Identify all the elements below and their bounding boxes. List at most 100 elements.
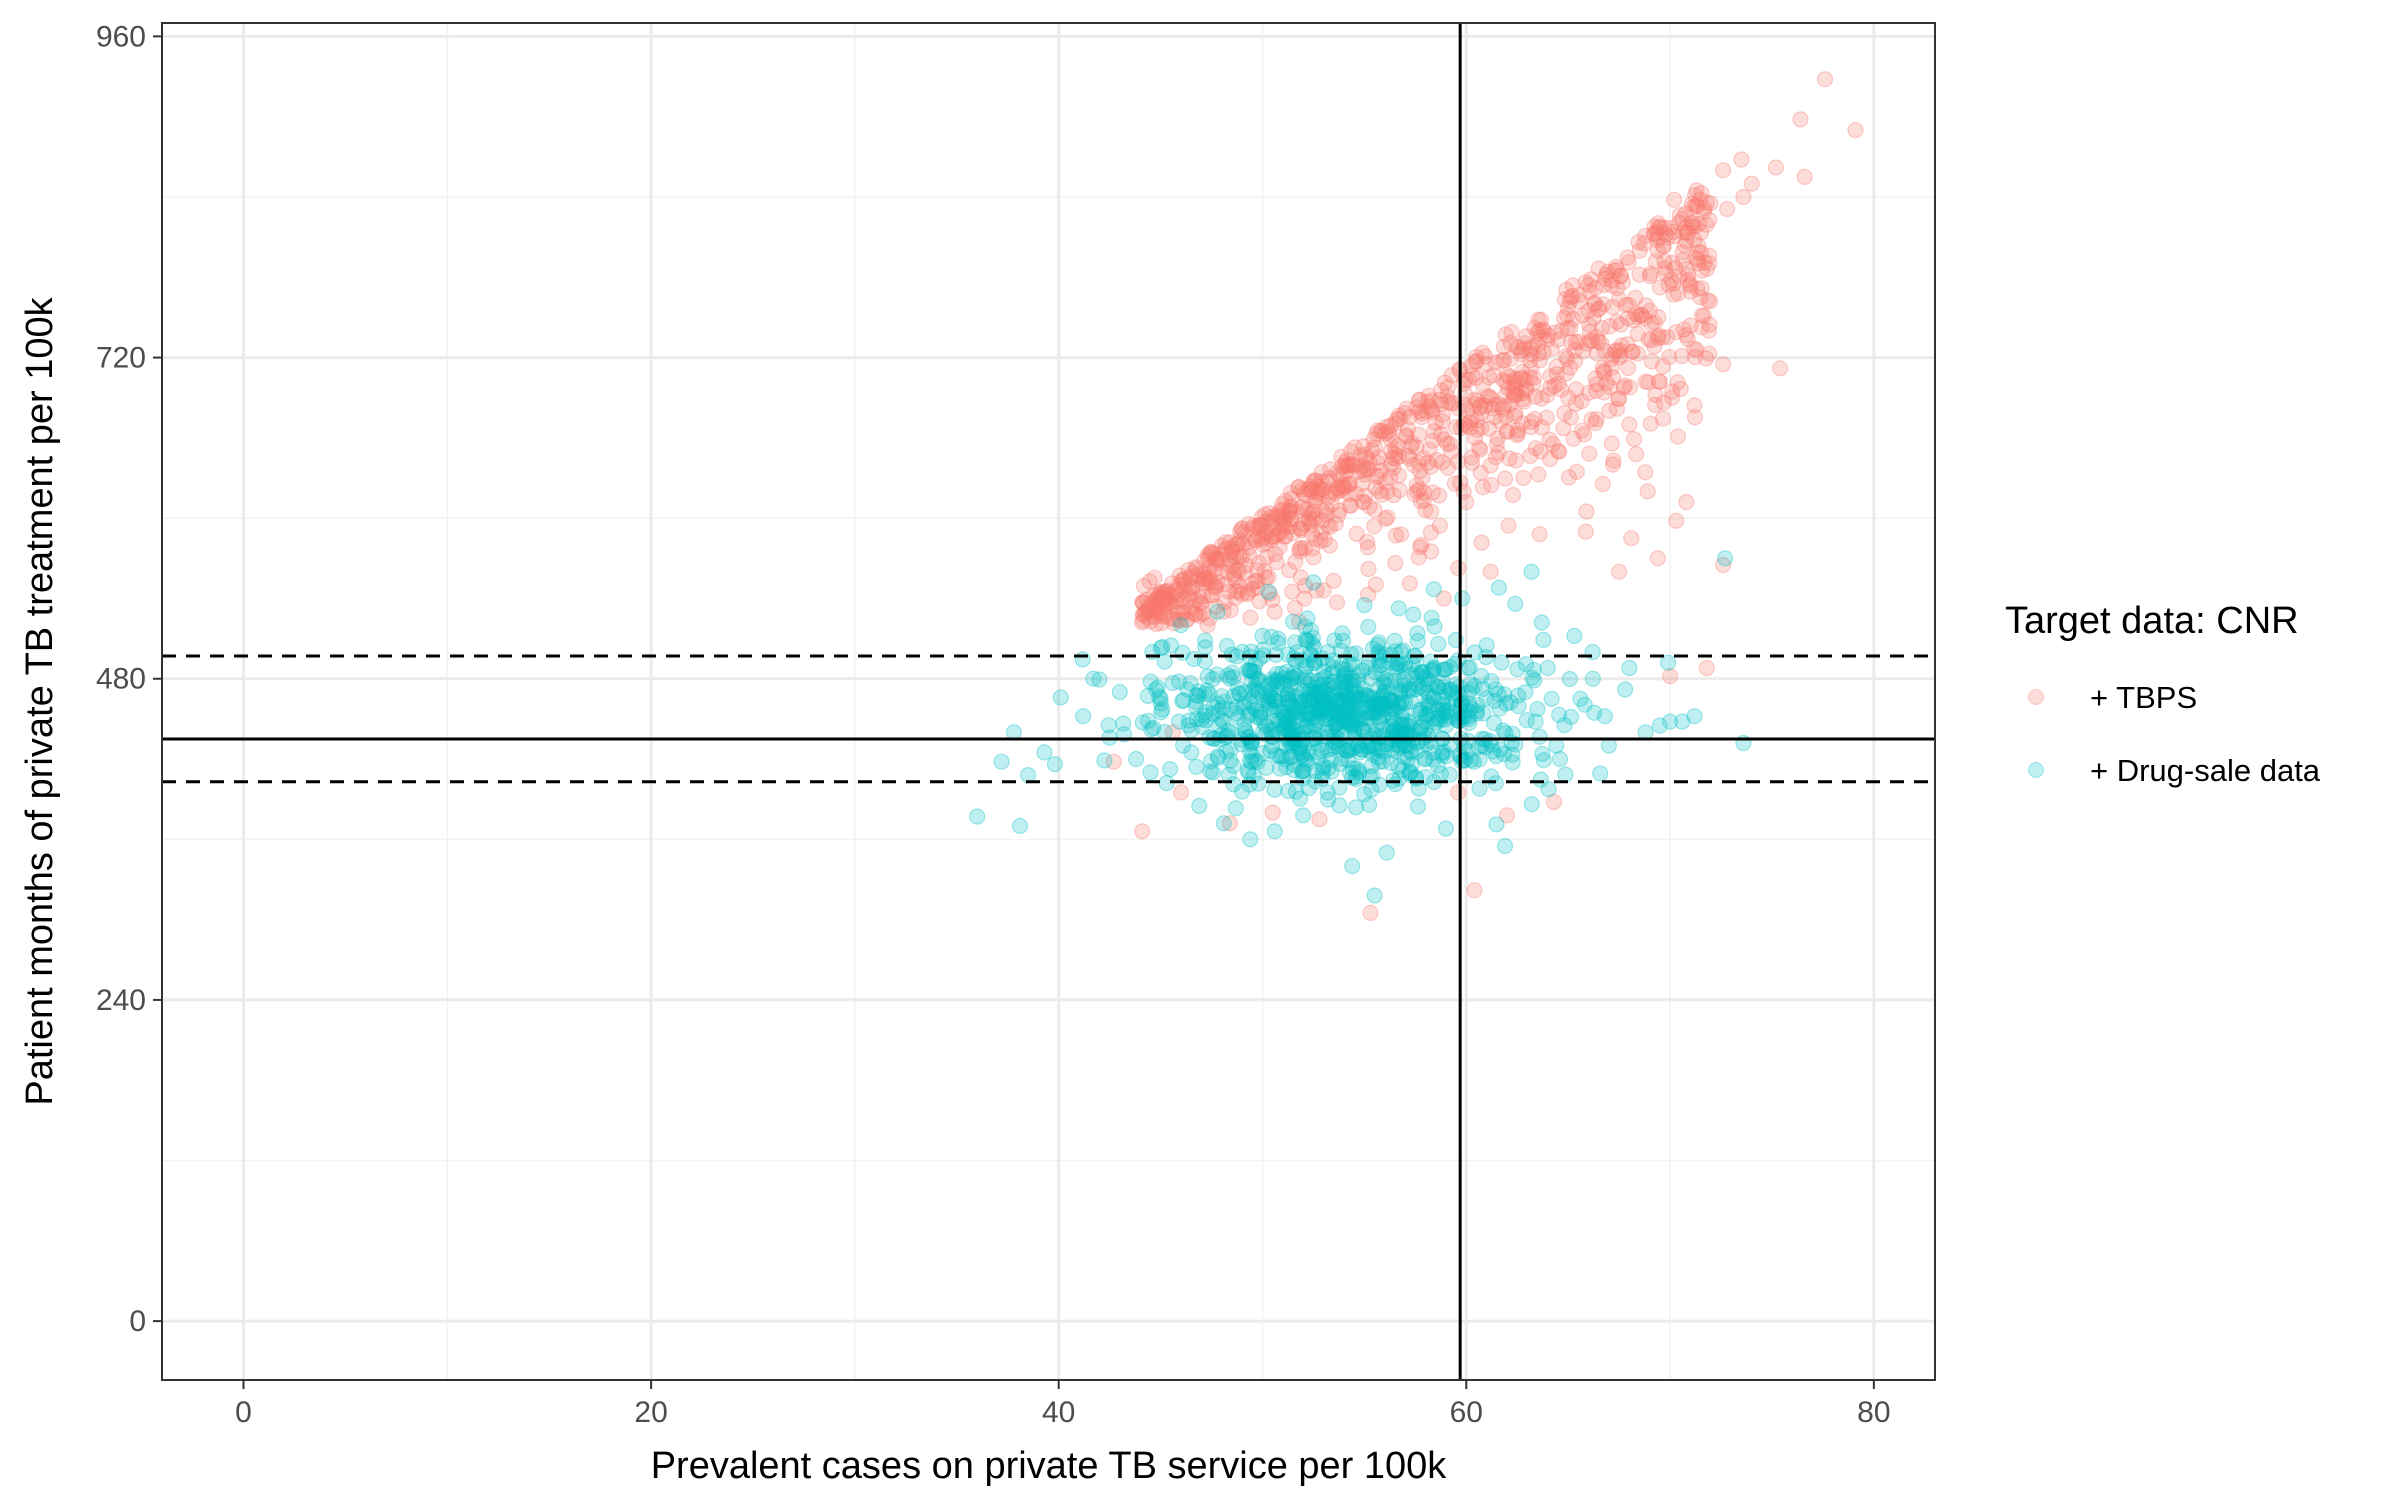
data-point-tbps	[1280, 505, 1298, 522]
data-point-drug-sale	[1297, 700, 1314, 718]
data-point-drug-sale	[1134, 714, 1151, 731]
data-point-drug-sale	[1409, 632, 1426, 650]
data-point-drug-sale	[1306, 679, 1323, 697]
data-point-tbps	[1560, 389, 1577, 406]
data-point-drug-sale	[1260, 677, 1277, 694]
data-point-tbps	[1151, 607, 1168, 624]
data-point-drug-sale	[1377, 671, 1394, 688]
data-point-tbps	[1767, 159, 1785, 176]
data-point-tbps	[1223, 538, 1241, 556]
data-point-tbps	[1508, 427, 1526, 444]
data-point-drug-sale	[1181, 712, 1198, 729]
data-point-tbps	[1671, 268, 1688, 285]
data-point-drug-sale	[1322, 697, 1339, 714]
data-point-tbps	[1419, 393, 1436, 410]
data-point-drug-sale	[1661, 713, 1679, 730]
data-point-tbps	[1158, 595, 1176, 612]
data-point-tbps	[1342, 497, 1360, 514]
y-tick-label: 480	[96, 663, 146, 696]
data-point-drug-sale	[1329, 693, 1346, 710]
data-point-drug-sale	[1245, 663, 1262, 680]
data-point-tbps	[1360, 560, 1377, 578]
data-point-tbps	[1347, 485, 1365, 502]
data-point-tbps	[1276, 528, 1293, 545]
data-point-drug-sale	[1152, 690, 1169, 707]
data-point-drug-sale	[1401, 763, 1418, 781]
data-point-drug-sale	[1309, 701, 1326, 719]
data-point-drug-sale	[1339, 688, 1356, 705]
data-point-tbps	[1469, 412, 1486, 429]
data-point-tbps	[1338, 452, 1355, 469]
data-point-tbps	[1283, 490, 1301, 507]
data-point-drug-sale	[1446, 655, 1463, 673]
data-point-tbps	[1365, 431, 1382, 448]
data-point-tbps	[1515, 393, 1533, 410]
data-point-tbps	[1147, 600, 1165, 617]
data-point-tbps	[1275, 501, 1292, 518]
data-point-tbps	[1596, 364, 1613, 381]
data-point-tbps	[1250, 517, 1268, 534]
data-point-tbps	[1687, 187, 1704, 204]
data-point-tbps	[1248, 579, 1266, 596]
data-point-tbps	[1270, 508, 1287, 525]
data-point-drug-sale	[1441, 708, 1458, 725]
data-point-drug-sale	[1490, 685, 1507, 702]
data-point-drug-sale	[1311, 704, 1328, 721]
data-point-tbps	[1208, 552, 1225, 569]
data-point-drug-sale	[1298, 669, 1315, 686]
data-point-tbps	[1513, 363, 1531, 380]
data-point-drug-sale	[1300, 691, 1317, 708]
data-point-tbps	[1381, 426, 1398, 443]
data-point-drug-sale	[1245, 663, 1263, 680]
data-point-drug-sale	[1287, 783, 1305, 800]
data-point-tbps	[1513, 342, 1530, 359]
data-point-tbps	[1313, 464, 1330, 481]
data-point-tbps	[1516, 335, 1533, 352]
x-tick-label: 0	[235, 1396, 252, 1429]
data-point-tbps	[1348, 525, 1365, 543]
data-point-drug-sale	[1425, 660, 1443, 678]
data-point-drug-sale	[1298, 632, 1315, 649]
data-point-tbps	[1233, 521, 1250, 538]
data-point-drug-sale	[1265, 720, 1283, 738]
data-point-tbps	[1495, 338, 1512, 355]
data-point-drug-sale	[1241, 752, 1259, 770]
data-point-drug-sale	[1145, 719, 1162, 737]
data-point-drug-sale	[1291, 790, 1309, 807]
data-point-drug-sale	[1230, 685, 1248, 702]
data-point-tbps	[1671, 214, 1688, 231]
data-point-drug-sale	[1421, 687, 1438, 704]
data-point-drug-sale	[1465, 753, 1483, 770]
data-point-drug-sale	[1429, 701, 1446, 718]
data-point-tbps	[1235, 524, 1253, 541]
data-point-tbps	[1154, 586, 1172, 603]
data-point-tbps	[1143, 594, 1161, 612]
data-point-tbps	[1363, 442, 1381, 459]
data-point-drug-sale	[1330, 703, 1347, 721]
data-point-tbps	[1659, 328, 1676, 346]
data-point-tbps	[1649, 231, 1666, 248]
data-point-tbps	[1498, 423, 1515, 440]
data-point-tbps	[1619, 359, 1637, 377]
data-point-tbps	[1672, 380, 1689, 397]
data-point-tbps	[1425, 423, 1443, 440]
data-point-drug-sale	[1395, 695, 1412, 712]
data-point-drug-sale	[1420, 698, 1437, 715]
data-point-drug-sale	[1329, 719, 1346, 737]
data-point-tbps	[1342, 443, 1360, 460]
data-point-tbps	[1668, 324, 1685, 341]
data-point-drug-sale	[1425, 581, 1442, 598]
data-point-tbps	[1612, 347, 1629, 364]
data-point-drug-sale	[1402, 744, 1420, 761]
data-point-drug-sale	[1328, 714, 1345, 732]
data-point-drug-sale	[1397, 724, 1414, 742]
data-point-drug-sale	[1562, 708, 1580, 726]
data-point-drug-sale	[1321, 691, 1338, 708]
data-point-drug-sale	[1327, 716, 1344, 734]
data-point-tbps	[1675, 224, 1692, 241]
data-point-drug-sale	[1437, 661, 1455, 678]
data-point-drug-sale	[1296, 692, 1313, 709]
data-point-drug-sale	[1280, 692, 1298, 710]
data-point-tbps	[1506, 388, 1523, 405]
data-point-tbps	[1651, 219, 1668, 236]
